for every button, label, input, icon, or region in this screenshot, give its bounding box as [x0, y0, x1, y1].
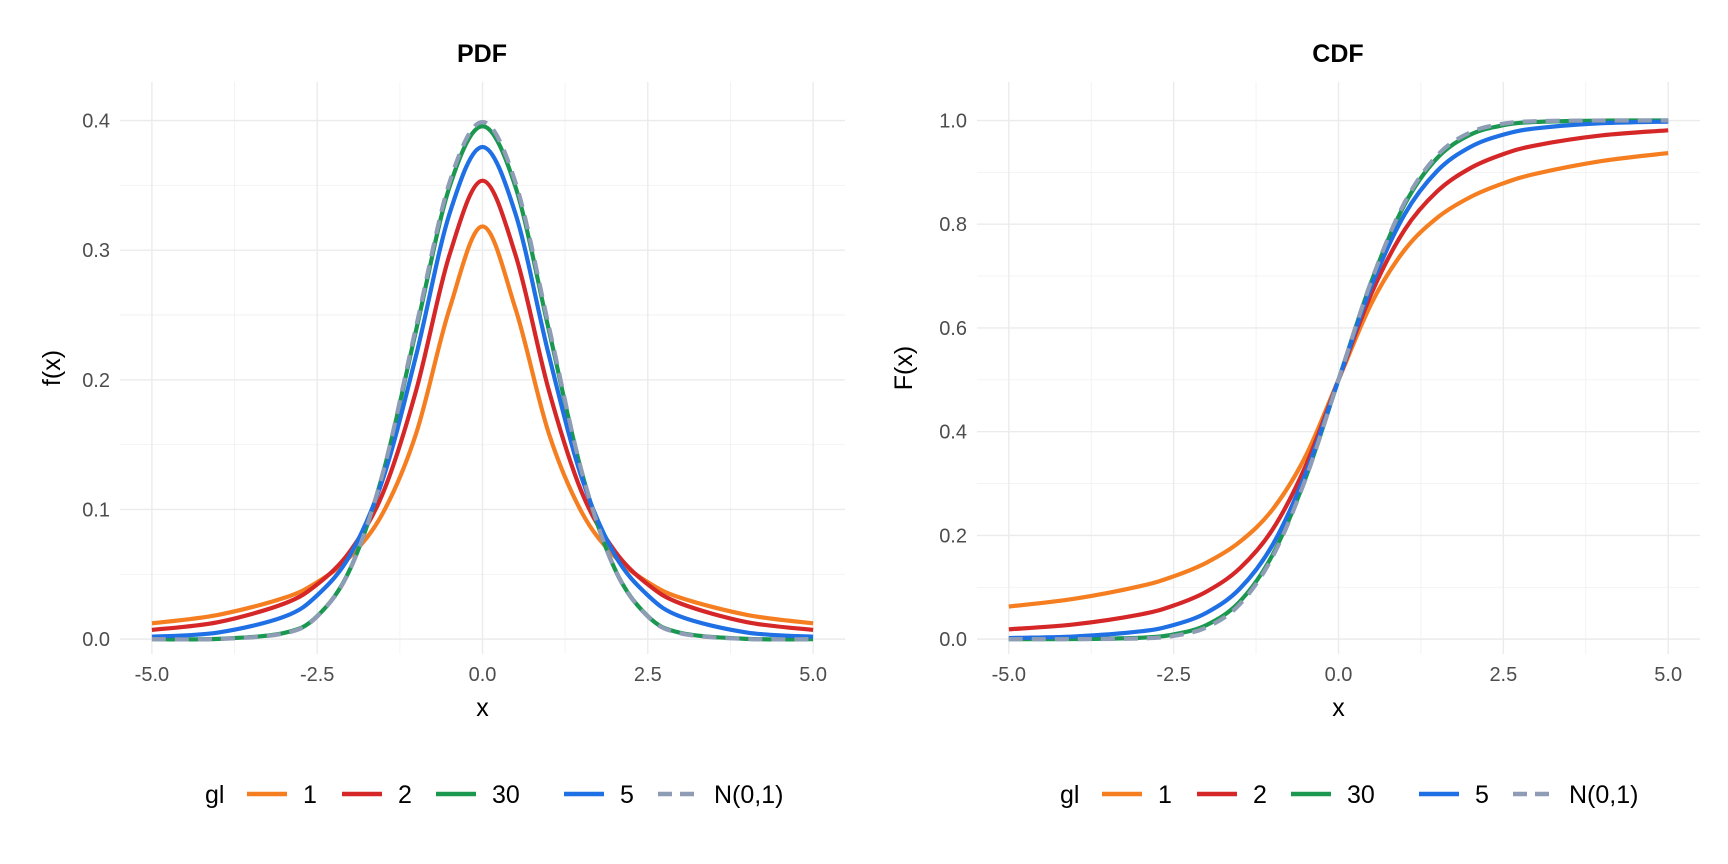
panel-cdf: -5.0 -2.5 0.0 2.5 5.0 0.0 0.2 0.4 0.6 0.8 1.0 CDF x F… [890, 40, 1700, 809]
x-tick-label: 2.5 [1489, 664, 1517, 686]
legend-label: 1 [303, 781, 317, 809]
y-tick-label: 0.4 [939, 422, 967, 444]
legend-label: 5 [1475, 781, 1489, 809]
legend-label: 5 [620, 781, 634, 809]
x-axis-title: x [476, 694, 489, 722]
series-line-n01 [1008, 118, 1669, 642]
x-tick-label: 0.0 [1325, 664, 1353, 686]
x-axis-title: x [1332, 694, 1345, 722]
y-tick-label: 0.0 [939, 629, 967, 651]
y-axis-title: f(x) [38, 350, 66, 386]
legend-title: gl [205, 781, 224, 809]
x-tick-label: -2.5 [1156, 664, 1190, 686]
legend-title: gl [1060, 781, 1079, 809]
series-line-n01 [151, 119, 814, 642]
legend-label: 30 [1347, 781, 1375, 809]
y-tick-label: 1.0 [939, 111, 967, 133]
chart-title: CDF [1312, 40, 1363, 68]
y-tick-label: 0.2 [939, 525, 967, 547]
y-axis-title: F(x) [890, 346, 918, 390]
legend-label: N(0,1) [1569, 781, 1638, 809]
series-line-5 [151, 144, 814, 639]
y-tick-label: 0.3 [82, 240, 110, 262]
legend: gl 1 2 30 5 N(0,1) [1060, 781, 1638, 809]
y-tick-label: 0.2 [82, 370, 110, 392]
series-line-1 [151, 224, 814, 626]
legend-label: 1 [1158, 781, 1172, 809]
legend-label: 2 [398, 781, 412, 809]
x-tick-label: -5.0 [992, 664, 1026, 686]
x-tick-label: 5.0 [1654, 664, 1682, 686]
legend-label: N(0,1) [714, 781, 783, 809]
y-tick-label: 0.6 [939, 318, 967, 340]
x-tick-label: 0.0 [469, 664, 497, 686]
legend-label: 30 [492, 781, 520, 809]
chart-title: PDF [457, 40, 507, 68]
legend: gl 1 2 30 5 N(0,1) [205, 781, 783, 809]
panel-pdf: -5.0 -2.5 0.0 2.5 5.0 0.0 0.1 0.2 0.3 0.4 PDF x f(x)… [38, 40, 845, 809]
x-tick-label: 5.0 [799, 664, 827, 686]
x-tick-label: -2.5 [300, 664, 334, 686]
x-tick-label: 2.5 [634, 664, 662, 686]
y-tick-label: 0.4 [82, 111, 110, 133]
y-tick-label: 0.8 [939, 214, 967, 236]
legend-label: 2 [1253, 781, 1267, 809]
y-tick-label: 0.0 [82, 629, 110, 651]
y-tick-label: 0.1 [82, 499, 110, 521]
x-tick-label: -5.0 [135, 664, 169, 686]
series-line-2 [151, 178, 814, 633]
